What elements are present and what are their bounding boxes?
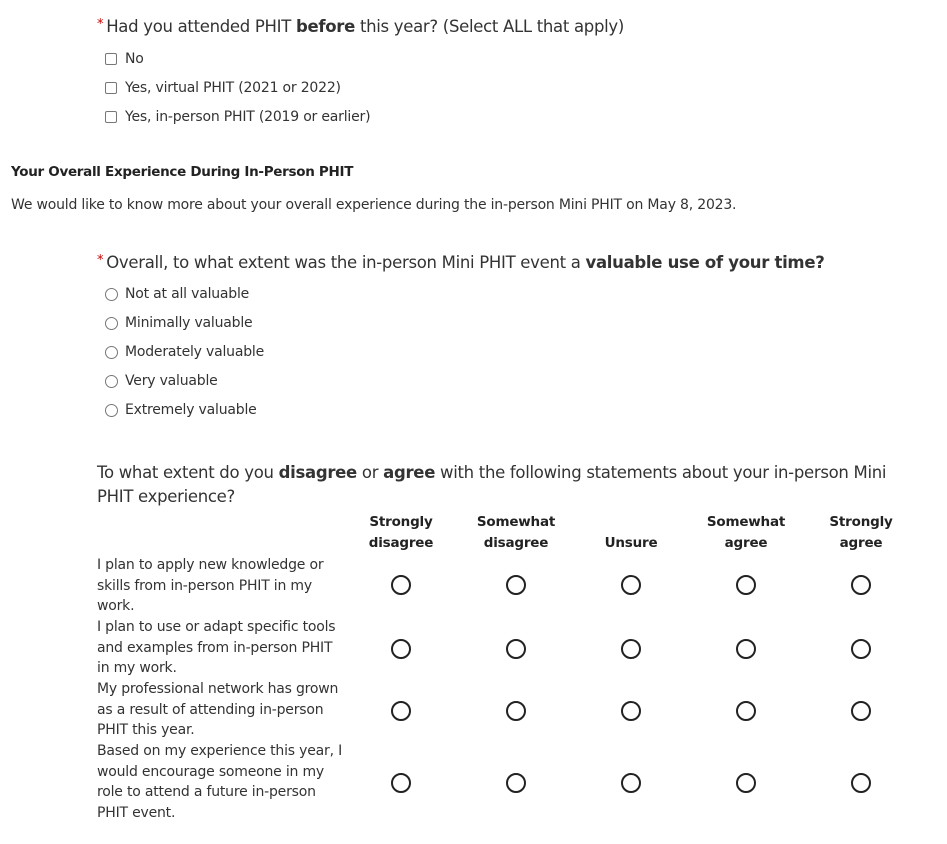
- matrix-radio-unsure[interactable]: [621, 701, 641, 721]
- checkbox-icon[interactable]: [105, 82, 117, 94]
- radio-icon[interactable]: [105, 316, 118, 330]
- option-label: Minimally valuable: [125, 315, 253, 331]
- matrix-radio-unsure[interactable]: [621, 575, 641, 595]
- column-header-line: Somewhat: [706, 514, 786, 530]
- question-attended-before: * Had you attended PHIT before this year?…: [97, 17, 624, 36]
- question-text: Had you attended PHIT: [106, 17, 296, 36]
- question-bold: valuable use of your time?: [585, 253, 825, 272]
- matrix-radio-strongly-agree[interactable]: [851, 773, 871, 793]
- required-marker: *: [97, 253, 104, 268]
- question-text: or: [356, 463, 384, 482]
- required-marker: *: [97, 17, 104, 32]
- option-label: Yes, in-person PHIT (2019 or earlier): [125, 109, 371, 125]
- question-bold: disagree: [278, 463, 358, 482]
- question-text: Overall, to what extent was the in-perso…: [106, 253, 586, 272]
- column-header-strongly-disagree: Strongly disagree: [346, 512, 456, 554]
- option-label: Extremely valuable: [125, 402, 257, 418]
- matrix-row-label: I plan to use or adapt specific tools an…: [97, 619, 336, 677]
- radio-option-minimally[interactable]: Minimally valuable: [105, 315, 253, 331]
- column-header-unsure: Unsure: [576, 512, 686, 554]
- matrix-radio-somewhat-disagree[interactable]: [506, 701, 526, 721]
- question-bold: before: [295, 17, 355, 36]
- matrix-radio-somewhat-disagree[interactable]: [506, 773, 526, 793]
- radio-icon[interactable]: [105, 374, 118, 388]
- matrix-radio-somewhat-agree[interactable]: [736, 773, 756, 793]
- radio-icon[interactable]: [105, 287, 118, 301]
- checkbox-option-virtual[interactable]: Yes, virtual PHIT (2021 or 2022): [105, 80, 341, 96]
- matrix-radio-strongly-agree[interactable]: [851, 639, 871, 659]
- matrix-row-label: I plan to apply new knowledge or skills …: [97, 557, 324, 615]
- question-text-end: this year? (Select ALL that apply): [355, 17, 625, 36]
- matrix-radio-somewhat-disagree[interactable]: [506, 639, 526, 659]
- column-header-line: Somewhat: [476, 514, 556, 530]
- question-valuable-use: * Overall, to what extent was the in-pers…: [97, 253, 825, 272]
- matrix-radio-unsure[interactable]: [621, 639, 641, 659]
- radio-option-not-at-all[interactable]: Not at all valuable: [105, 286, 249, 302]
- option-label: Moderately valuable: [125, 344, 265, 360]
- matrix-radio-unsure[interactable]: [621, 773, 641, 793]
- column-header-line: Strongly: [369, 514, 433, 530]
- section-title: Your Overall Experience During In-Person…: [11, 164, 354, 180]
- column-header-line: agree: [724, 535, 768, 551]
- question-bold: agree: [383, 463, 436, 482]
- matrix-row-label: My professional network has grown as a r…: [97, 681, 339, 739]
- option-label: Very valuable: [125, 373, 218, 389]
- radio-option-extremely[interactable]: Extremely valuable: [105, 402, 257, 418]
- question-text: To what extent do you: [97, 463, 279, 482]
- checkbox-option-no[interactable]: No: [105, 51, 144, 67]
- column-header-line: agree: [839, 535, 883, 551]
- matrix-radio-strongly-disagree[interactable]: [391, 575, 411, 595]
- matrix-radio-strongly-agree[interactable]: [851, 701, 871, 721]
- column-header-somewhat-disagree: Somewhat disagree: [461, 512, 571, 554]
- option-label: Not at all valuable: [125, 286, 250, 302]
- option-label: No: [125, 51, 144, 67]
- radio-option-moderately[interactable]: Moderately valuable: [105, 344, 264, 360]
- matrix-radio-strongly-agree[interactable]: [851, 575, 871, 595]
- matrix-radio-strongly-disagree[interactable]: [391, 773, 411, 793]
- question-text-end: with the following statements about your…: [97, 463, 887, 506]
- column-header-line: Unsure: [604, 535, 658, 551]
- matrix-question: To what extent do you disagree or agree …: [97, 461, 917, 509]
- section-description: We would like to know more about your ov…: [11, 197, 737, 213]
- matrix-radio-somewhat-disagree[interactable]: [506, 575, 526, 595]
- checkbox-icon[interactable]: [105, 53, 117, 65]
- radio-option-very[interactable]: Very valuable: [105, 373, 218, 389]
- column-header-line: Strongly: [829, 514, 893, 530]
- matrix-radio-somewhat-agree[interactable]: [736, 575, 756, 595]
- column-header-line: disagree: [368, 535, 434, 551]
- radio-icon[interactable]: [105, 345, 118, 359]
- matrix-row-label: Based on my experience this year, I woul…: [97, 743, 342, 822]
- matrix-radio-strongly-disagree[interactable]: [391, 639, 411, 659]
- option-label: Yes, virtual PHIT (2021 or 2022): [125, 80, 341, 96]
- column-header-somewhat-agree: Somewhat agree: [691, 512, 801, 554]
- checkbox-option-in-person[interactable]: Yes, in-person PHIT (2019 or earlier): [105, 109, 371, 125]
- matrix-radio-somewhat-agree[interactable]: [736, 639, 756, 659]
- matrix-radio-strongly-disagree[interactable]: [391, 701, 411, 721]
- checkbox-icon[interactable]: [105, 111, 117, 123]
- column-header-line: disagree: [483, 535, 549, 551]
- column-header-strongly-agree: Strongly agree: [806, 512, 916, 554]
- radio-icon[interactable]: [105, 403, 118, 417]
- matrix-radio-somewhat-agree[interactable]: [736, 701, 756, 721]
